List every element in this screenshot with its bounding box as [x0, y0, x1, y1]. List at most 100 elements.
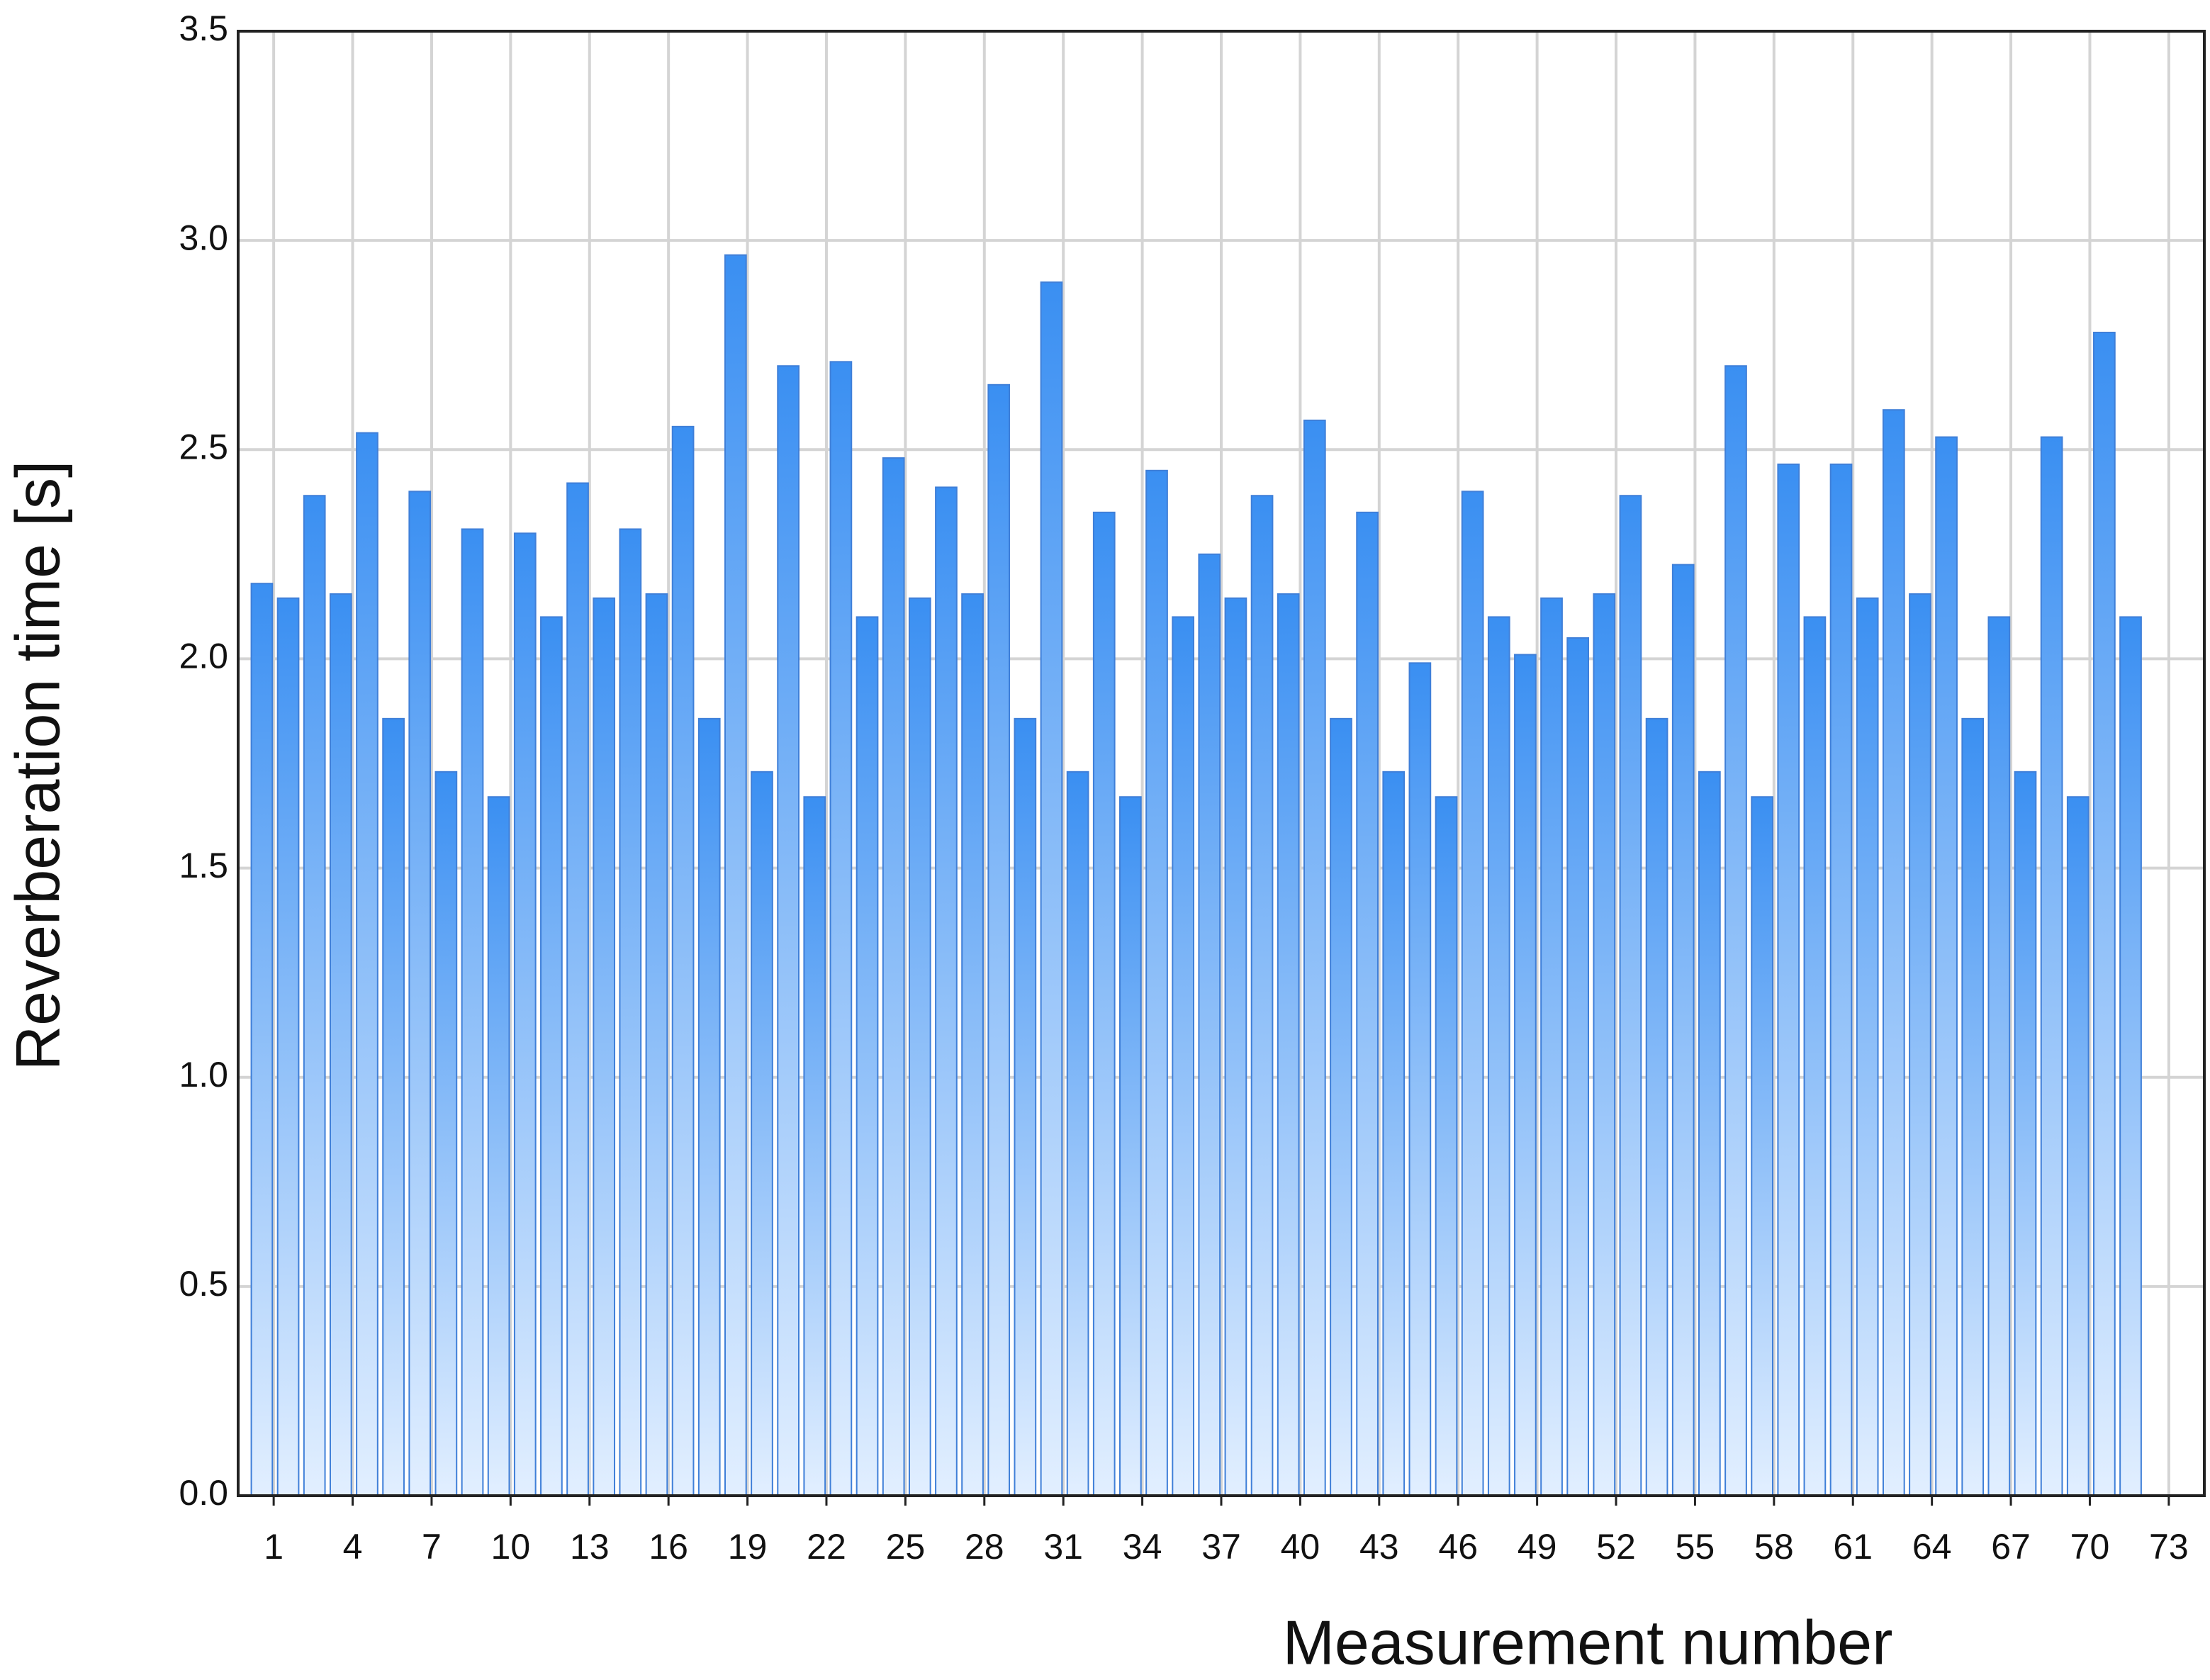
bar: [1593, 593, 1616, 1496]
bar: [276, 597, 300, 1496]
bar: [856, 616, 879, 1496]
x-tick-label: 73: [2149, 1527, 2189, 1567]
bar: [303, 495, 326, 1496]
bar: [2093, 332, 2116, 1496]
x-tick-label: 10: [491, 1527, 531, 1567]
bar: [329, 593, 352, 1496]
y-tick-label: 0.5: [179, 1264, 228, 1304]
x-tick-label: 64: [1912, 1527, 1952, 1567]
y-axis-title: Reverberation time [s]: [2, 461, 72, 1071]
x-tick-label: 34: [1123, 1527, 1162, 1567]
bar: [1540, 597, 1563, 1496]
x-tick-label: 4: [343, 1527, 363, 1567]
bar: [1277, 593, 1300, 1496]
bar: [803, 796, 826, 1497]
bar: [2119, 616, 2142, 1496]
bar: [1461, 491, 1484, 1496]
bar: [1751, 796, 1773, 1497]
bar: [1987, 616, 2011, 1496]
bar: [2066, 796, 2090, 1497]
bar: [487, 796, 510, 1497]
y-tick-label: 1.0: [179, 1055, 228, 1094]
x-tick-label: 13: [570, 1527, 610, 1567]
bar: [2040, 436, 2063, 1496]
x-tick-label: 49: [1518, 1527, 1557, 1567]
bar: [513, 532, 537, 1496]
x-tick-label: 46: [1438, 1527, 1478, 1567]
bar: [1172, 616, 1195, 1496]
x-tick-label: 55: [1676, 1527, 1715, 1567]
x-tick-label: 52: [1596, 1527, 1636, 1567]
x-tick-label: 40: [1281, 1527, 1320, 1567]
y-tick-label: 1.5: [179, 846, 228, 885]
x-tick-label: 43: [1359, 1527, 1399, 1567]
bar: [697, 717, 721, 1496]
x-tick-label: 61: [1833, 1527, 1873, 1567]
bar: [882, 457, 905, 1496]
bar: [382, 717, 405, 1496]
x-axis-title: Measurement number: [1283, 1607, 1893, 1677]
bar: [987, 383, 1011, 1497]
bar: [1014, 717, 1037, 1496]
bar: [356, 432, 378, 1496]
bar: [1909, 593, 1931, 1496]
bar: [1198, 553, 1221, 1496]
y-tick-label: 2.0: [179, 637, 228, 676]
y-tick-label: 2.5: [179, 427, 228, 466]
x-tick-label: 70: [2070, 1527, 2110, 1567]
x-tick-label: 25: [886, 1527, 926, 1567]
x-tick-label: 58: [1754, 1527, 1794, 1567]
bar: [1356, 511, 1379, 1496]
bar: [1882, 409, 1905, 1496]
bar: [777, 365, 800, 1497]
bar: [829, 361, 853, 1497]
bar: [540, 616, 563, 1496]
bar: [1803, 616, 1827, 1496]
bar: [461, 528, 484, 1497]
bar: [1829, 463, 1853, 1497]
bar: [566, 482, 589, 1496]
bar: [1224, 597, 1247, 1496]
plot-frame: [237, 30, 2206, 1497]
bar: [619, 528, 642, 1497]
bar: [1724, 365, 1747, 1497]
y-tick-label: 3.0: [179, 218, 228, 257]
bar: [1119, 796, 1142, 1497]
bar: [724, 254, 747, 1496]
bar: [1514, 654, 1537, 1496]
y-tick-label: 0.0: [179, 1473, 228, 1513]
bar: [1856, 597, 1879, 1496]
bar: [1435, 796, 1458, 1497]
x-tick-label: 31: [1043, 1527, 1083, 1567]
x-tick-label: 19: [728, 1527, 768, 1567]
x-tick-label: 1: [264, 1527, 284, 1567]
bar: [434, 771, 458, 1496]
bar: [1382, 771, 1406, 1496]
bar: [1619, 495, 1642, 1496]
bar: [1935, 436, 1958, 1496]
bar: [1092, 511, 1116, 1496]
bar: [1961, 717, 1985, 1496]
bar: [1566, 637, 1590, 1496]
bar: [1408, 662, 1432, 1496]
bar: [1145, 469, 1168, 1496]
bar: [408, 491, 432, 1496]
bar: [1066, 771, 1089, 1496]
bar: [1250, 495, 1274, 1496]
bar: [1671, 564, 1695, 1496]
bar: [1487, 616, 1510, 1496]
x-tick-label: 67: [1991, 1527, 2031, 1567]
bar: [250, 583, 274, 1496]
x-tick-label: 22: [807, 1527, 846, 1567]
bar: [593, 597, 616, 1496]
bar: [1777, 463, 1800, 1497]
bar: [935, 486, 958, 1497]
bar: [908, 597, 931, 1496]
bar: [671, 425, 695, 1497]
bar: [1698, 771, 1721, 1496]
bar: [1303, 419, 1326, 1496]
bar: [751, 771, 773, 1496]
bar: [1040, 281, 1063, 1497]
bar: [2014, 771, 2037, 1496]
